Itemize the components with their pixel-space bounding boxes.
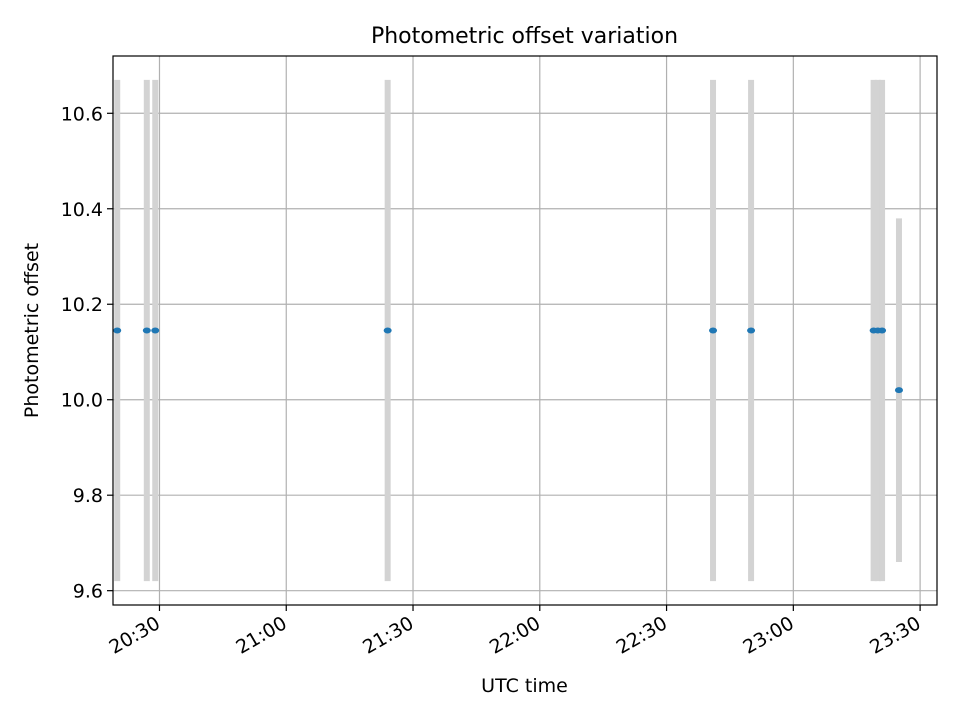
- data-points: [113, 327, 903, 394]
- y-tick-label: 9.8: [73, 485, 103, 507]
- plot-frame: [112, 55, 938, 606]
- x-tick-label: 23:00: [739, 612, 797, 658]
- data-point: [151, 327, 160, 334]
- y-tick-label: 10.6: [61, 103, 103, 125]
- y-tick-label: 10.4: [61, 199, 103, 221]
- y-axis-label: Photometric offset: [21, 243, 43, 418]
- y-tick-label: 9.6: [73, 581, 103, 603]
- x-tick-label: 22:30: [613, 612, 671, 658]
- x-tick-label: 22:00: [486, 612, 544, 658]
- chart-title: Photometric offset variation: [371, 24, 678, 49]
- data-point: [747, 327, 756, 334]
- x-tick-label: 21:30: [359, 612, 417, 658]
- data-point: [142, 327, 151, 334]
- x-axis-label: UTC time: [481, 675, 568, 697]
- data-point: [383, 327, 392, 334]
- x-tick-label: 23:30: [866, 612, 924, 658]
- data-point: [878, 327, 887, 334]
- data-point: [113, 327, 122, 334]
- data-point: [709, 327, 718, 334]
- grid: [113, 56, 937, 605]
- x-tick-label: 21:00: [232, 612, 290, 658]
- y-ticks: 9.6 9.8 10.0 10.2 10.4 10.6: [61, 103, 113, 603]
- x-tick-label: 20:30: [106, 612, 164, 658]
- y-tick-label: 10.0: [61, 390, 103, 412]
- x-ticks: 20:30 21:00 21:30 22:00 22:30 23:00 23:30: [106, 605, 925, 659]
- y-tick-label: 10.2: [61, 294, 103, 316]
- errorbars: [114, 79, 902, 582]
- data-point: [894, 387, 903, 394]
